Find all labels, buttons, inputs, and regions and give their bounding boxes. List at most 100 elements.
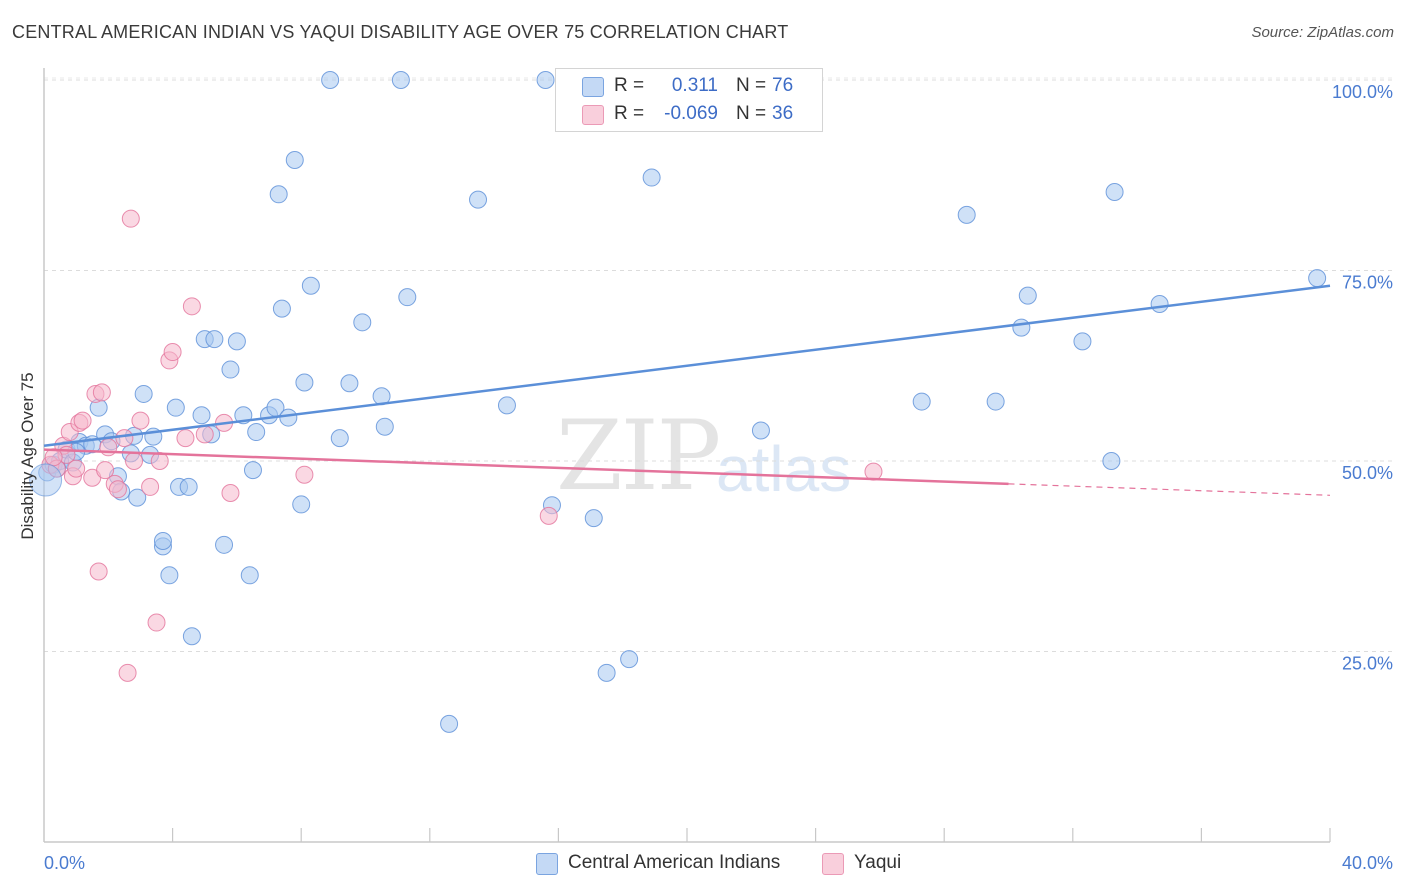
data-point-central-american (205, 330, 224, 349)
y-tick-label: 100.0% (1332, 82, 1393, 102)
data-point-central-american (440, 714, 459, 733)
watermark-atlas: atlas (716, 433, 852, 505)
watermark-zip: ZIP (556, 400, 721, 512)
data-point-central-american (391, 71, 410, 89)
trend-line-central-american (43, 284, 1331, 448)
data-point-central-american (227, 332, 246, 351)
bottom-legend-label: Yaqui (854, 852, 902, 873)
legend-swatch-blue (582, 77, 604, 97)
legend-n-label: N = (736, 75, 767, 96)
bottom-legend-swatch-blue (536, 853, 558, 875)
legend-swatch-pink (582, 105, 604, 125)
data-point-yaqui (92, 383, 111, 402)
legend-r-label: R = (614, 103, 645, 124)
data-point-central-american (330, 429, 349, 448)
source-label: Source: ZipAtlas.com (1251, 24, 1394, 41)
data-point-central-american (1018, 286, 1037, 305)
data-point-central-american (912, 392, 931, 411)
data-point-central-american (1012, 318, 1031, 337)
legend-row-central-american: R = 0.311 N = 76 (556, 73, 822, 99)
data-point-yaqui (67, 459, 86, 478)
data-point-yaqui (176, 429, 195, 448)
data-point-central-american (986, 392, 1005, 411)
legend-r-label: R = (614, 75, 645, 96)
data-point-central-american (295, 373, 314, 392)
data-point-central-american (215, 535, 234, 554)
data-point-yaqui (295, 465, 314, 484)
legend-n-value: 76 (772, 75, 794, 96)
y-tick-label: 50.0% (1342, 463, 1393, 483)
data-point-central-american (166, 398, 185, 417)
data-point-central-american (292, 495, 311, 514)
data-point-central-american (642, 168, 661, 187)
data-point-central-american (221, 360, 240, 379)
data-point-central-american (1150, 295, 1169, 314)
trend-line-yaqui (43, 448, 1009, 486)
data-point-yaqui (147, 613, 166, 632)
chart-title: CENTRAL AMERICAN INDIAN VS YAQUI DISABIL… (12, 22, 789, 42)
data-point-yaqui (221, 484, 240, 503)
data-point-yaqui (89, 562, 108, 581)
data-point-central-american (469, 190, 488, 209)
data-point-central-american (279, 408, 298, 427)
legend-row-yaqui: R = -0.069 N = 36 (556, 101, 822, 127)
data-point-yaqui (108, 480, 127, 499)
x-tick-label: 0.0% (44, 853, 85, 873)
data-point-central-american (375, 417, 394, 436)
data-point-central-american (301, 276, 320, 295)
data-point-yaqui (131, 411, 150, 430)
data-point-central-american (153, 532, 172, 551)
data-point-central-american (620, 650, 639, 669)
data-point-central-american (340, 374, 359, 393)
data-point-yaqui (195, 425, 214, 444)
y-tick-label: 75.0% (1342, 273, 1393, 293)
data-point-central-american (182, 627, 201, 646)
data-point-central-american (1105, 183, 1124, 202)
data-point-central-american (1308, 269, 1327, 288)
data-point-central-american (134, 384, 153, 403)
data-point-yaqui (115, 429, 134, 448)
data-point-yaqui (163, 343, 182, 362)
bottom-legend-swatch-pink (822, 853, 844, 875)
data-point-yaqui (96, 461, 115, 480)
data-point-yaqui (73, 411, 92, 430)
data-point-central-american (1073, 332, 1092, 351)
data-point-central-american (272, 299, 291, 318)
legend-n-value: 36 (772, 103, 794, 124)
legend-r-value: 0.311 (671, 75, 718, 96)
legend-n-label: N = (736, 103, 767, 124)
data-point-central-american (285, 151, 304, 170)
legend-r-value: -0.069 (664, 103, 718, 124)
data-point-cluster (29, 463, 63, 497)
data-point-yaqui (125, 452, 144, 470)
data-point-central-american (751, 421, 770, 440)
trend-line-yaqui-extension (1008, 483, 1331, 496)
data-point-central-american (179, 477, 198, 496)
data-point-yaqui (182, 297, 201, 316)
data-point-central-american (321, 71, 340, 89)
data-point-central-american (269, 185, 288, 204)
y-tick-label: 25.0% (1342, 654, 1393, 674)
data-point-central-american (536, 71, 555, 89)
data-point-central-american (160, 566, 179, 585)
data-point-central-american (192, 406, 211, 425)
correlation-legend: R = 0.311 N = 76 R = -0.069 N = 36 (555, 68, 823, 132)
x-tick-label: 40.0% (1342, 853, 1393, 873)
bottom-legend-label: Central American Indians (568, 852, 781, 873)
data-point-central-american (1102, 452, 1121, 470)
y-axis-label: Disability Age Over 75 (18, 372, 37, 540)
data-point-yaqui (539, 506, 558, 525)
data-point-yaqui (121, 209, 140, 228)
data-point-yaqui (118, 663, 137, 682)
data-point-central-american (247, 423, 266, 442)
data-point-central-american (497, 396, 516, 415)
data-point-central-american (398, 288, 417, 307)
data-point-central-american (240, 566, 259, 585)
data-point-yaqui (141, 477, 160, 496)
data-point-central-american (128, 488, 147, 507)
data-point-central-american (243, 461, 262, 480)
data-point-central-american (584, 509, 603, 528)
data-point-central-american (353, 313, 372, 332)
data-point-central-american (957, 205, 976, 224)
